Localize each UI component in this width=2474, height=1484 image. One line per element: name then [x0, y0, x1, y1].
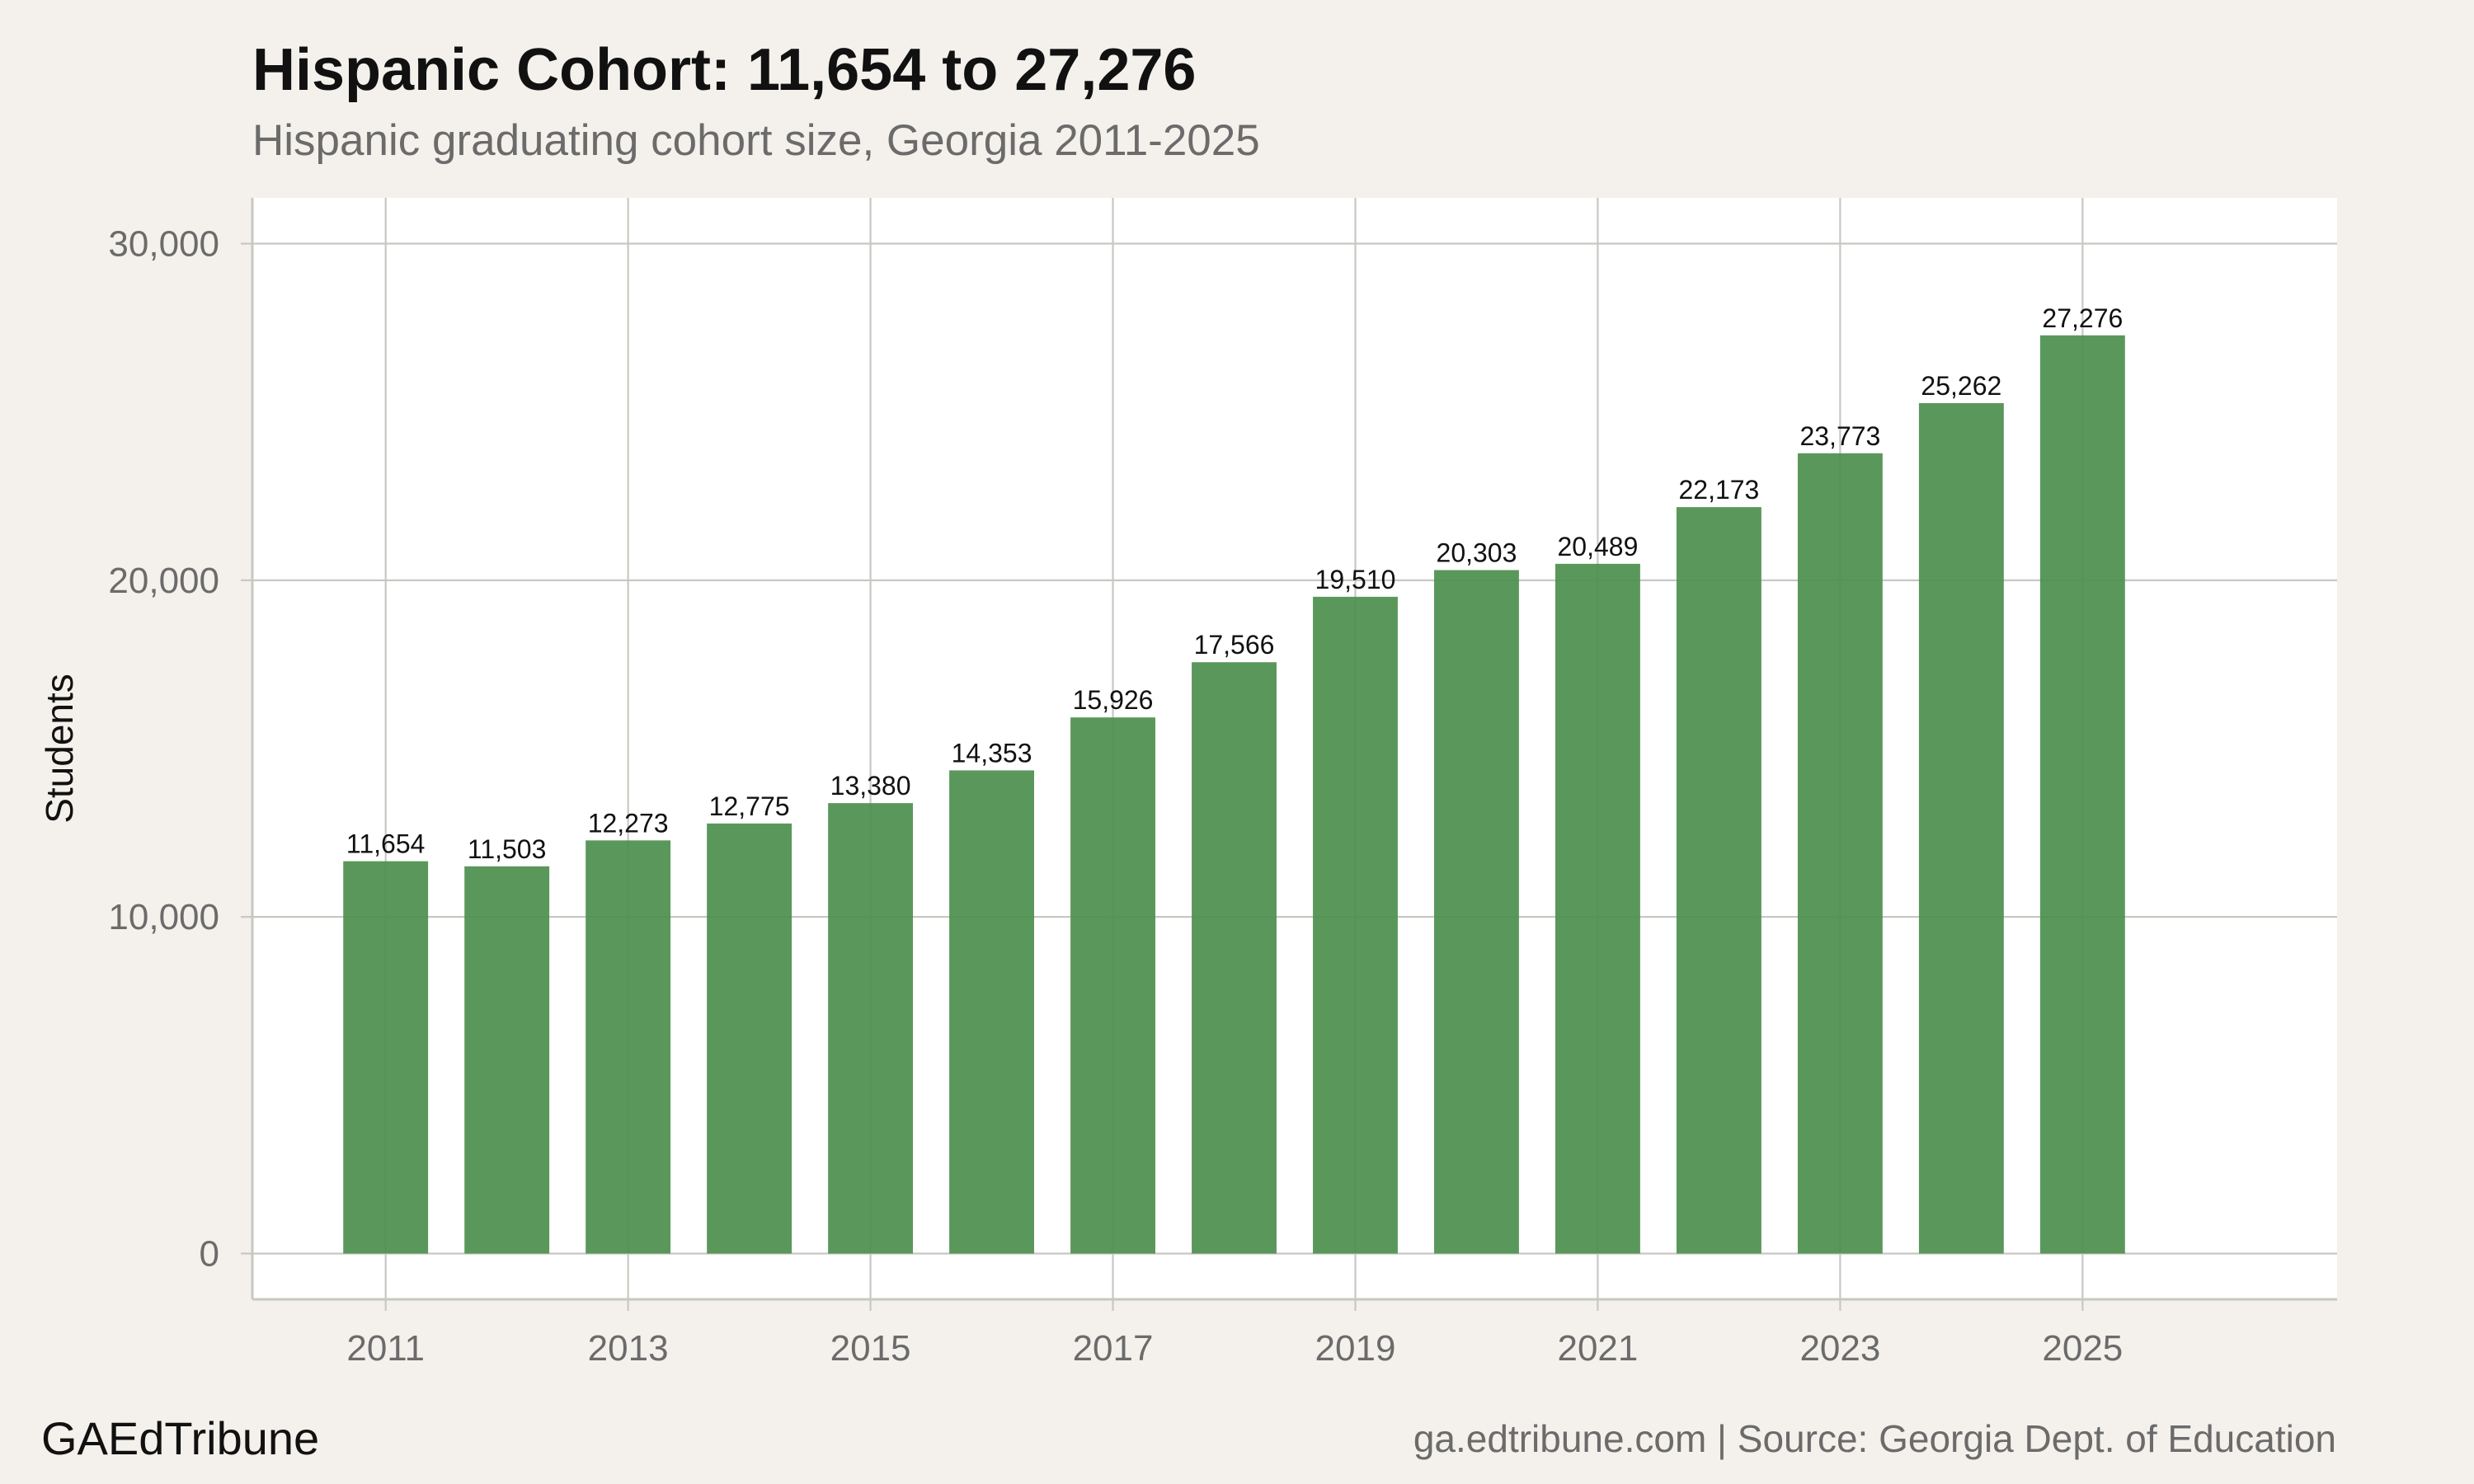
x-tick-label: 2017	[1073, 1328, 1154, 1369]
y-tick-label: 30,000	[108, 224, 219, 265]
data-label-2012: 11,503	[468, 834, 547, 864]
x-axis-ticks: 2011 2013 2015 2017 2019 2021 2023 2025	[346, 1299, 2123, 1369]
y-tick-label: 10,000	[108, 897, 219, 937]
data-label-2025: 27,276	[2042, 303, 2123, 333]
data-label-2015: 13,380	[830, 771, 911, 801]
x-tick-label: 2019	[1315, 1328, 1396, 1369]
bar-2020	[1434, 570, 1519, 1254]
data-label-2011: 11,654	[346, 829, 426, 859]
x-tick-label: 2015	[830, 1328, 911, 1369]
data-label-2024: 25,262	[1921, 371, 2001, 401]
bar-2022	[1676, 507, 1761, 1254]
bar-2011	[343, 861, 429, 1254]
bar-2025	[2039, 335, 2125, 1254]
bar-2014	[707, 823, 793, 1254]
data-label-2017: 15,926	[1073, 685, 1154, 715]
bars	[343, 335, 2125, 1254]
data-label-2019: 19,510	[1315, 565, 1396, 594]
data-label-2013: 12,273	[588, 808, 669, 838]
data-label-2018: 17,566	[1194, 630, 1275, 660]
chart-subtitle: Hispanic graduating cohort size, Georgia…	[252, 116, 1260, 165]
bar-2018	[1192, 662, 1277, 1254]
bar-2013	[586, 840, 671, 1254]
data-labels: 11,654 11,503 12,273 12,775 13,380 14,353 15,9…	[346, 303, 2123, 864]
bar-2017	[1070, 717, 1155, 1254]
data-label-2016: 14,353	[952, 738, 1032, 768]
y-tick-label: 0	[200, 1233, 219, 1274]
data-label-2021: 20,489	[1558, 532, 1639, 561]
data-label-2022: 22,173	[1678, 475, 1759, 505]
bar-2024	[1918, 402, 2004, 1254]
bar-2012	[464, 866, 550, 1254]
brand-logo-text: GAEdTribune	[41, 1412, 320, 1464]
x-tick-label: 2023	[1799, 1328, 1880, 1369]
bar-2023	[1797, 453, 1883, 1254]
y-tick-label: 20,000	[108, 561, 219, 601]
data-label-2023: 23,773	[1799, 421, 1880, 451]
x-tick-label: 2021	[1557, 1328, 1638, 1369]
plot-panel	[252, 198, 2337, 1299]
bar-2016	[949, 770, 1034, 1254]
source-credit: ga.edtribune.com | Source: Georgia Dept.…	[1413, 1417, 2336, 1460]
bar-2021	[1555, 563, 1640, 1254]
chart-title: Hispanic Cohort: 11,654 to 27,276	[252, 37, 1197, 103]
x-tick-label: 2011	[346, 1328, 425, 1369]
x-tick-label: 2013	[588, 1328, 669, 1369]
bar-2015	[828, 803, 914, 1254]
y-axis-label: Students	[38, 674, 81, 824]
data-label-2020: 20,303	[1437, 538, 1517, 567]
y-axis-ticks: 0 10,000 20,000 30,000	[108, 224, 252, 1274]
data-label-2014: 12,775	[709, 791, 790, 821]
bar-2019	[1313, 596, 1398, 1254]
x-tick-label: 2025	[2042, 1328, 2123, 1369]
